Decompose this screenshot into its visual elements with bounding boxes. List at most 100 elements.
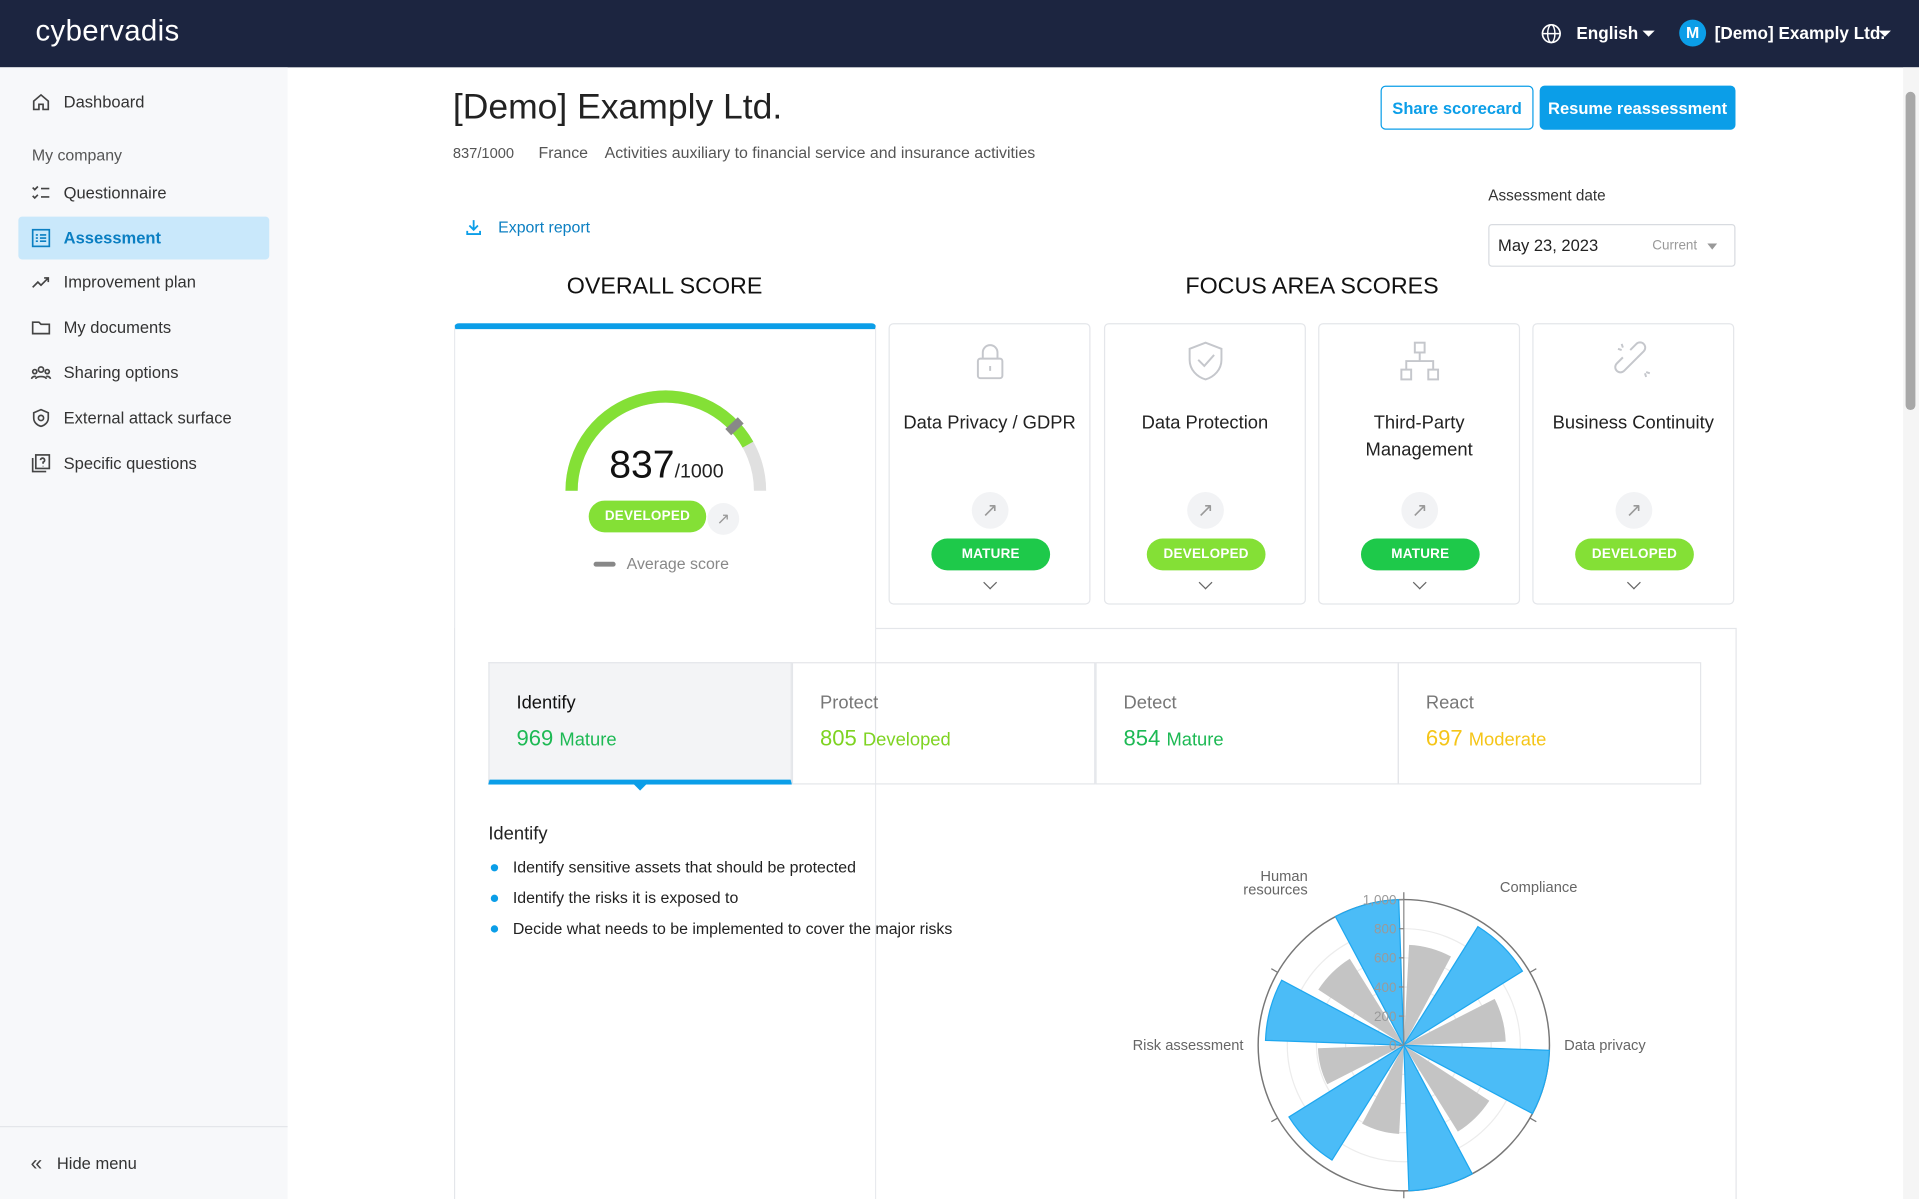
radial-tick-label: 400: [1374, 980, 1396, 995]
logo[interactable]: cybervadis: [35, 14, 180, 48]
gauge-fill: [565, 390, 754, 491]
focus-area-title: Business Continuity: [1552, 412, 1714, 434]
focus-area-card[interactable]: Business Continuity ↗ DEVELOPED: [1532, 323, 1735, 605]
caret-down-icon[interactable]: [1642, 30, 1655, 37]
axis-tick: [1271, 968, 1278, 973]
avatar[interactable]: M: [1679, 19, 1707, 47]
sidebar: Dashboard My company Questionnaire Asses…: [0, 67, 288, 1199]
chevron-down-icon[interactable]: [1198, 575, 1213, 590]
identify-bullet: Identify the risks it is exposed to: [488, 889, 738, 907]
polar-chart: 0 200 400 600 800 1,000 Compliance Data privacy…: [1133, 869, 1647, 1199]
overall-score-value: 837: [609, 441, 675, 486]
chevron-down-icon[interactable]: [983, 575, 998, 590]
export-report-link[interactable]: Export report: [465, 218, 590, 236]
sidebar-item-improvement-plan[interactable]: Improvement plan: [18, 261, 269, 304]
focus-level-badge: MATURE: [1360, 538, 1480, 571]
sidebar-item-sharing-options[interactable]: Sharing options: [18, 351, 269, 394]
broken-link-icon: [1614, 341, 1651, 378]
sidebar-item-assessment[interactable]: Assessment: [18, 216, 270, 260]
focus-area-card[interactable]: Third-Party Management ↗ MATURE: [1318, 323, 1521, 605]
tab-protect[interactable]: Protect 805 Developed: [791, 662, 1096, 785]
average-bar: [1403, 1045, 1490, 1132]
share-scorecard-button[interactable]: Share scorecard: [1380, 85, 1534, 130]
scrollbar-thumb[interactable]: [1905, 91, 1916, 411]
category-label: Risk assessment: [1133, 1038, 1244, 1054]
category-label: Governance: [1500, 1197, 1580, 1199]
radial-tick-label: 200: [1374, 1009, 1396, 1024]
focus-area-title: Data Protection: [1141, 412, 1269, 434]
category-label: Asset: [1271, 1197, 1308, 1199]
identify-bullet: Identify sensitive assets that should be…: [488, 858, 856, 876]
average-marker: [725, 417, 744, 436]
score-bar: [1403, 1044, 1474, 1192]
focus-level-badge: DEVELOPED: [1146, 538, 1266, 571]
tab-identify[interactable]: Identify 969 Mature: [488, 662, 792, 785]
average-bar: [1318, 958, 1404, 1046]
account-menu[interactable]: [Demo] Examply Ltd.: [1714, 23, 1886, 43]
double-chevron-left-icon: «: [30, 1151, 43, 1175]
sidebar-item-dashboard[interactable]: Dashboard: [18, 81, 269, 124]
tab-detect[interactable]: Detect 854 Mature: [1095, 662, 1399, 785]
scrollbar[interactable]: [1903, 67, 1919, 1199]
trend-icon: [32, 277, 50, 288]
resume-reassessment-button[interactable]: Resume reassessment: [1539, 85, 1736, 130]
focus-area-card[interactable]: Data Privacy / GDPR ↗ MATURE: [888, 323, 1091, 605]
caret-down-icon[interactable]: [1878, 30, 1891, 37]
page-title: [Demo] Examply Ltd.: [452, 88, 783, 128]
trend-arrow-icon: ↗: [971, 492, 1009, 529]
checklist-icon: [32, 185, 50, 200]
shield-check-icon: [1188, 341, 1223, 381]
active-tab-pointer: [632, 783, 648, 791]
overall-score-heading: OVERALL SCORE: [566, 274, 763, 300]
focus-area-card[interactable]: Data Protection ↗ DEVELOPED: [1103, 323, 1306, 605]
focus-level-badge: DEVELOPED: [1575, 538, 1694, 571]
divider: [0, 1125, 288, 1128]
section-label: My company: [31, 145, 123, 165]
average-legend-label: Average score: [626, 554, 729, 573]
folder-icon: [31, 321, 51, 335]
overall-level-badge: DEVELOPED: [588, 500, 707, 533]
score-gauge: [565, 390, 767, 491]
category-label: Human: [1260, 869, 1307, 885]
axis-tick: [1529, 1117, 1537, 1123]
average-legend-swatch: [593, 561, 616, 567]
trend-arrow-icon: ↗: [1401, 492, 1439, 529]
caret-down-icon: [1707, 243, 1718, 250]
focus-area-title: Data Privacy / GDPR: [903, 412, 1076, 434]
people-icon: [30, 366, 52, 380]
score-bar: [1334, 899, 1405, 1046]
chevron-down-icon[interactable]: [1626, 575, 1641, 590]
assessment-date-label: Assessment date: [1488, 187, 1606, 205]
sidebar-item-external-attack-surface[interactable]: External attack surface: [18, 397, 269, 440]
category-label: Data privacy: [1564, 1038, 1646, 1054]
language-selector[interactable]: English: [1576, 23, 1639, 43]
focus-level-badge: MATURE: [931, 538, 1051, 571]
radial-tick-label: 1,000: [1363, 892, 1397, 907]
sidebar-item-specific-questions[interactable]: Specific questions: [18, 442, 269, 485]
axis-tick: [1529, 968, 1537, 973]
hide-menu-button[interactable]: «Hide menu: [30, 1151, 137, 1175]
chevron-down-icon[interactable]: [1412, 575, 1427, 590]
sidebar-item-my-documents[interactable]: My documents: [18, 306, 269, 349]
tab-react[interactable]: React 697 Moderate: [1397, 662, 1702, 785]
category-label: Compliance: [1500, 880, 1577, 896]
globe-icon[interactable]: [1541, 23, 1562, 44]
trend-arrow-icon: ↗: [1187, 492, 1224, 529]
lock-icon: [976, 344, 1004, 380]
category-label: resources: [1243, 883, 1307, 899]
identify-heading: Identify: [488, 823, 548, 845]
score-bar: [1403, 1044, 1551, 1115]
sidebar-item-questionnaire[interactable]: Questionnaire: [18, 171, 269, 214]
trend-arrow-icon[interactable]: ↗: [707, 503, 740, 535]
radial-tick-label: 0: [1389, 1038, 1396, 1053]
network-icon: [1400, 341, 1440, 381]
company-industry: Activities auxiliary to financial servic…: [604, 143, 1036, 162]
list-icon: [31, 228, 51, 248]
question-icon: [31, 454, 51, 473]
home-icon: [32, 93, 50, 111]
assessment-date-select[interactable]: May 23, 2023 Current: [1488, 223, 1736, 267]
average-bar: [1403, 944, 1451, 1046]
average-bar: [1362, 1045, 1404, 1134]
shield-icon: [32, 408, 50, 428]
focus-area-title: Third-Party Management: [1365, 412, 1473, 461]
